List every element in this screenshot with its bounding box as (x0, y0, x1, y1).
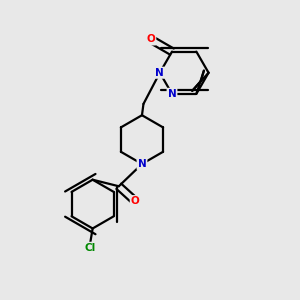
Text: Cl: Cl (84, 243, 95, 253)
Text: N: N (155, 68, 164, 78)
Text: N: N (168, 89, 176, 99)
Text: N: N (138, 159, 146, 169)
Text: O: O (131, 196, 140, 206)
Text: O: O (146, 34, 155, 44)
